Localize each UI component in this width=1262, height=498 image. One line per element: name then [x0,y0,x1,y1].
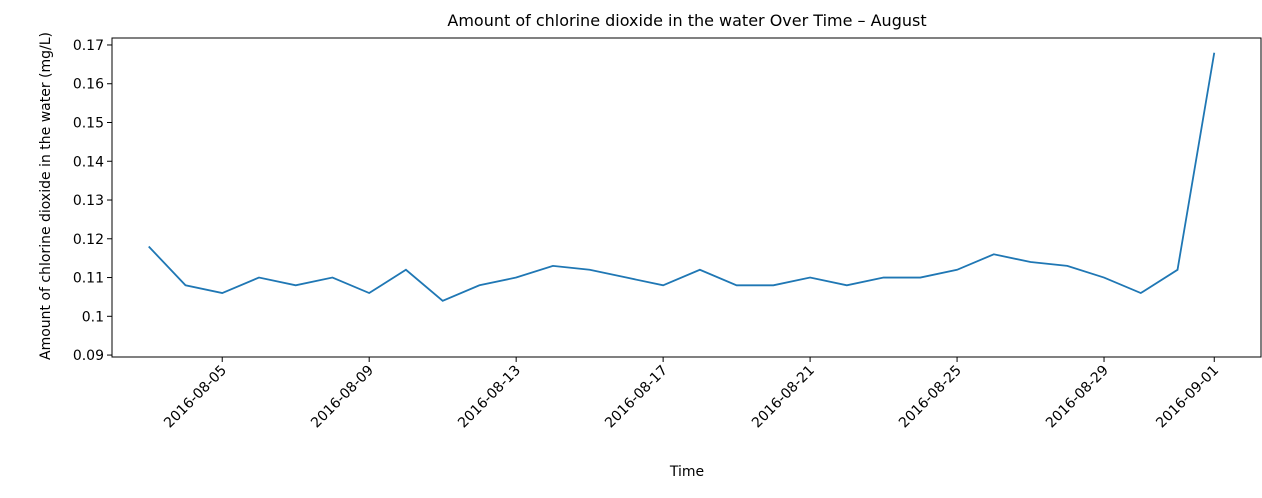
y-tick-label: 0.09 [73,348,104,364]
x-tick-label: 2016-08-05 [161,363,230,432]
chart-title: Amount of chlorine dioxide in the water … [447,11,926,30]
x-tick-label: 2016-08-09 [308,363,377,432]
x-tick-label: 2016-09-01 [1153,363,1222,432]
plot-frame [111,37,1262,358]
x-tick-label: 2016-08-21 [749,363,818,432]
y-tick-label: 0.16 [73,77,104,93]
y-tick-label: 0.14 [73,154,104,170]
y-tick-label: 0.17 [73,38,104,54]
y-tick-label: 0.12 [73,232,104,248]
x-tick-label: 2016-08-29 [1043,363,1112,432]
x-axis-label: Time [669,464,704,480]
y-tick-label: 0.15 [73,115,104,131]
y-tick-label: 0.13 [73,193,104,209]
y-tick-label: 0.11 [73,271,104,287]
x-tick-label: 2016-08-25 [896,363,965,432]
x-tick-label: 2016-08-13 [455,363,524,432]
y-tick-label: 0.1 [82,309,104,325]
data-line [148,52,1216,302]
x-tick-label: 2016-08-17 [602,363,671,432]
y-axis-label: Amount of chlorine dioxide in the water … [38,32,54,360]
